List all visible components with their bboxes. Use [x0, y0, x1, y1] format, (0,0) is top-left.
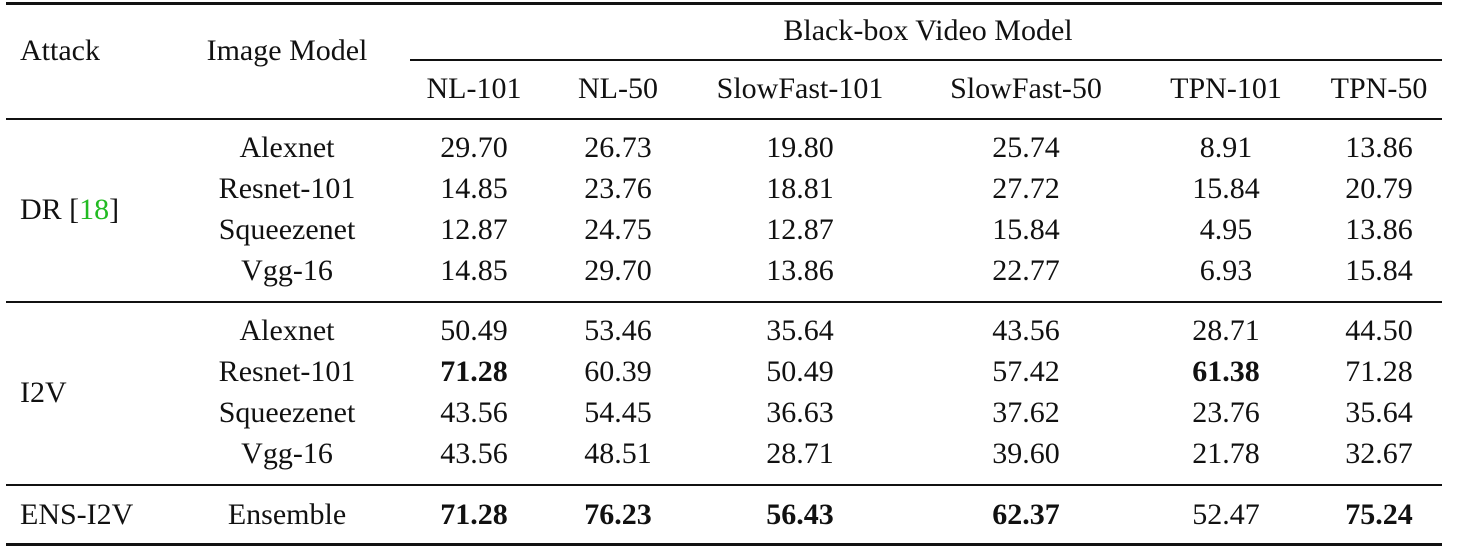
value-cell: 35.64	[766, 314, 834, 347]
value-cell: 36.63	[766, 396, 834, 429]
value-cell: 43.56	[440, 396, 508, 429]
value-cell: 20.79	[1345, 172, 1413, 205]
value-cell: 71.28	[1345, 355, 1413, 388]
value-cell: 19.80	[766, 131, 834, 164]
value-cell: 37.62	[992, 396, 1060, 429]
column-header: SlowFast-50	[950, 72, 1102, 105]
attack-label-ens-i2v: ENS-I2V	[20, 498, 134, 531]
value-cell: 61.38	[1192, 355, 1260, 388]
column-header: SlowFast-101	[716, 72, 884, 105]
section-rule-2	[6, 484, 1442, 486]
value-cell: 44.50	[1345, 314, 1413, 347]
column-header: TPN-101	[1170, 72, 1282, 105]
value-cell: 50.49	[766, 355, 834, 388]
value-cell: 27.72	[992, 172, 1060, 205]
value-cell: 48.51	[584, 437, 652, 470]
value-cell: 54.45	[584, 396, 652, 429]
attack-name-suffix: ]	[109, 193, 120, 226]
bottom-rule	[6, 543, 1442, 546]
image-model-cell: Alexnet	[239, 131, 335, 164]
value-cell: 23.76	[1192, 396, 1260, 429]
value-cell: 62.37	[992, 498, 1060, 531]
value-cell: 15.84	[992, 213, 1060, 246]
value-cell: 43.56	[440, 437, 508, 470]
attack-label-dr: DR [18]	[20, 192, 119, 228]
value-cell: 13.86	[1345, 213, 1413, 246]
value-cell: 28.71	[766, 437, 834, 470]
column-header: TPN-50	[1330, 72, 1428, 105]
citation-link[interactable]: 18	[79, 193, 110, 226]
value-cell: 8.91	[1199, 131, 1253, 164]
value-cell: 15.84	[1345, 254, 1413, 287]
value-cell: 50.49	[440, 314, 508, 347]
image-model-cell: Ensemble	[227, 498, 347, 531]
value-cell: 25.74	[992, 131, 1060, 164]
value-cell: 56.43	[766, 498, 834, 531]
results-table: Attack Image Model Black-box Video Model…	[6, 0, 1442, 550]
value-cell: 23.76	[584, 172, 652, 205]
value-cell: 71.28	[440, 355, 508, 388]
value-cell: 14.85	[440, 254, 508, 287]
top-rule	[6, 2, 1442, 5]
value-cell: 60.39	[584, 355, 652, 388]
image-model-cell: Alexnet	[239, 314, 335, 347]
image-model-cell: Resnet-101	[218, 172, 356, 205]
column-header: NL-101	[426, 72, 522, 105]
value-cell: 39.60	[992, 437, 1060, 470]
value-cell: 24.75	[584, 213, 652, 246]
value-cell: 15.84	[1192, 172, 1260, 205]
header-rule	[6, 118, 1442, 120]
value-cell: 14.85	[440, 172, 508, 205]
value-cell: 6.93	[1199, 254, 1253, 287]
value-cell: 12.87	[766, 213, 834, 246]
header-attack: Attack	[20, 34, 100, 67]
column-header: NL-50	[578, 72, 658, 105]
value-cell: 32.67	[1345, 437, 1413, 470]
value-cell: 18.81	[766, 172, 834, 205]
value-cell: 28.71	[1192, 314, 1260, 347]
value-cell: 52.47	[1192, 498, 1260, 531]
value-cell: 13.86	[766, 254, 834, 287]
value-cell: 35.64	[1345, 396, 1413, 429]
value-cell: 22.77	[992, 254, 1060, 287]
attack-name: DR [	[20, 193, 80, 226]
image-model-cell: Vgg-16	[241, 254, 333, 287]
value-cell: 53.46	[584, 314, 652, 347]
image-model-cell: Vgg-16	[241, 437, 333, 470]
header-group-title: Black-box Video Model	[783, 14, 1073, 47]
group-rule	[410, 59, 1442, 61]
section-rule-1	[6, 301, 1442, 303]
value-cell: 12.87	[440, 213, 508, 246]
image-model-cell: Squeezenet	[218, 396, 356, 429]
value-cell: 21.78	[1192, 437, 1260, 470]
image-model-cell: Squeezenet	[218, 213, 356, 246]
value-cell: 29.70	[584, 254, 652, 287]
value-cell: 57.42	[992, 355, 1060, 388]
value-cell: 26.73	[584, 131, 652, 164]
value-cell: 29.70	[440, 131, 508, 164]
value-cell: 75.24	[1345, 498, 1413, 531]
attack-label-i2v: I2V	[20, 376, 67, 409]
value-cell: 71.28	[440, 498, 508, 531]
image-model-cell: Resnet-101	[218, 355, 356, 388]
value-cell: 76.23	[584, 498, 652, 531]
header-image-model: Image Model	[206, 34, 368, 67]
value-cell: 13.86	[1345, 131, 1413, 164]
value-cell: 43.56	[992, 314, 1060, 347]
value-cell: 4.95	[1199, 213, 1253, 246]
